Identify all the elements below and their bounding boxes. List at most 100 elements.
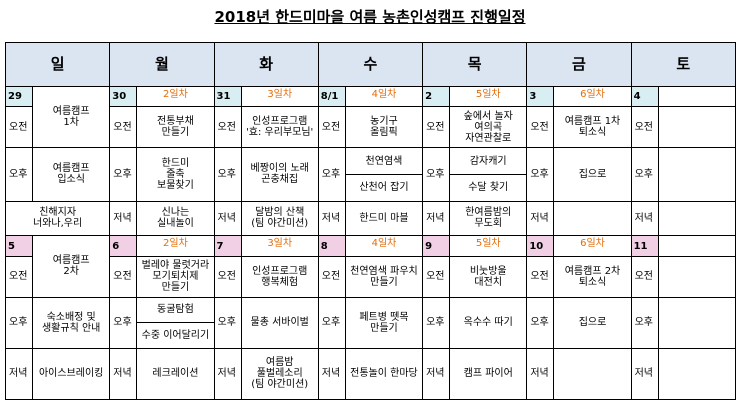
activity-evening: 친해지자 너와나,우리 — [4, 200, 111, 237]
activity-afternoon-1: 감자캐기 — [450, 149, 526, 175]
activity-evening: 캠프 파이어 — [449, 347, 528, 401]
slot-label-evening: 저녁 — [630, 200, 659, 237]
date-number: 8/1 — [317, 85, 346, 108]
activity-morning: 여름캠프 1차 — [32, 85, 111, 149]
date-number: 4 — [630, 85, 659, 108]
activity-morning: 전통부채 만들기 — [136, 106, 215, 149]
activity-evening: 전통놀이 한마당 — [344, 347, 424, 401]
activity-evening: 한여름밤의 무도회 — [449, 200, 528, 237]
slot-label-evening: 저녁 — [4, 347, 34, 401]
activity-afternoon-1: 천연염색 — [346, 149, 422, 175]
activity-afternoon: 숙소배정 및 생활규칙 안내 — [32, 296, 111, 349]
page-title: 2018년 한드미마을 여름 농촌인성캠프 진행일정 — [214, 8, 526, 26]
empty-cell — [553, 200, 632, 237]
schedule-table: 일 월 화 수 목 금 토 29 여름캠프 1차 30 2일차 31 3일차 8… — [4, 42, 737, 401]
week1-afternoon-row: 오후 여름캠프 입소식 오후 한드미 줄축 보물찾기 오후 베짱이의 노래 곤충… — [4, 147, 737, 202]
empty-cell — [657, 106, 737, 149]
activity-evening: 여름밤 풀벌레소리 (팀 야간미션) — [240, 347, 319, 401]
date-number: 7 — [213, 235, 242, 257]
activity-afternoon: 한드미 줄축 보물찾기 — [136, 147, 215, 202]
activity-morning: 숲에서 놀자 여의곡 자연관찰로 — [449, 106, 528, 149]
activity-morning: 여름캠프 2차 퇴소식 — [553, 255, 632, 298]
activity-afternoon-2: 수달 찾기 — [468, 182, 509, 194]
activity-morning: 여름캠프 2차 — [32, 235, 111, 298]
activity-afternoon: 페트병 뗏목 만들기 — [344, 296, 424, 349]
slot-label-evening: 저녁 — [213, 347, 242, 401]
slot-label-evening: 저녁 — [109, 347, 138, 401]
slot-label-morning: 오전 — [526, 106, 555, 149]
slot-label-morning: 오전 — [422, 106, 451, 149]
day-count: 3일차 — [240, 85, 319, 108]
slot-label-morning: 오전 — [526, 255, 555, 298]
empty-cell — [657, 200, 737, 237]
activity-afternoon-2: 산천어 잡기 — [359, 182, 409, 194]
slot-label-evening: 저녁 — [109, 200, 138, 237]
day-count: 6일차 — [553, 85, 632, 108]
date-number: 2 — [422, 85, 451, 108]
empty-cell — [553, 347, 632, 401]
date-number: 5 — [4, 235, 34, 257]
slot-label-evening: 저녁 — [526, 347, 555, 401]
slot-label-evening: 저녁 — [317, 200, 346, 237]
slot-label-morning: 오전 — [109, 255, 138, 298]
date-number: 3 — [526, 85, 555, 108]
slot-label-afternoon: 오후 — [4, 296, 34, 349]
slot-label-afternoon: 오후 — [109, 296, 138, 349]
activity-morning: 비눗방울 대전치 — [449, 255, 528, 298]
slot-label-morning: 오전 — [422, 255, 451, 298]
activity-afternoon-1: 동굴탐험 — [137, 298, 214, 324]
day-count: 2일차 — [136, 235, 215, 257]
slot-label-evening: 저녁 — [213, 200, 242, 237]
slot-label-afternoon: 오후 — [317, 296, 346, 349]
empty-cell — [657, 296, 737, 349]
activity-afternoon-2: 수중 이어달리기 — [141, 330, 210, 342]
week1-evening-row: 친해지자 너와나,우리 저녁 신나는 실내놀이 저녁 달밤의 산책 (팀 야간미… — [4, 200, 737, 237]
weekday-header-row: 일 월 화 수 목 금 토 — [4, 42, 737, 87]
date-number: 30 — [109, 85, 138, 108]
day-count: 6일차 — [553, 235, 632, 257]
slot-label-morning: 오전 — [4, 106, 34, 149]
slot-label-morning: 오전 — [213, 255, 242, 298]
activity-morning: 천연염색 파우치 만들기 — [344, 255, 424, 298]
slot-label-afternoon: 오후 — [317, 147, 346, 202]
slot-label-evening: 저녁 — [630, 347, 659, 401]
slot-label-morning: 오전 — [4, 255, 34, 298]
day-count: 5일차 — [449, 235, 528, 257]
day-count: 3일차 — [240, 235, 319, 257]
weekday-header-fri: 금 — [526, 42, 632, 87]
slot-label-afternoon: 오후 — [422, 296, 451, 349]
date-number: 9 — [422, 235, 451, 257]
activity-evening: 아이스브레이킹 — [32, 347, 111, 401]
activity-morning: 인성프로그램 행복체험 — [240, 255, 319, 298]
week2-date-row: 5 여름캠프 2차 6 2일차 7 3일차 8 4일차 9 5일차 10 6일차… — [4, 235, 737, 298]
activity-afternoon: 집으로 — [553, 147, 632, 202]
activity-morning: 농기구 올림픽 — [344, 106, 424, 149]
slot-label-evening: 저녁 — [422, 200, 451, 237]
slot-label-evening: 저녁 — [317, 347, 346, 401]
slot-label-afternoon: 오후 — [526, 147, 555, 202]
date-number: 10 — [526, 235, 555, 257]
slot-label-afternoon: 오후 — [109, 147, 138, 202]
activity-morning: 여름캠프 1차 퇴소식 — [553, 106, 632, 149]
empty-cell — [657, 255, 737, 298]
slot-label-afternoon: 오후 — [213, 296, 242, 349]
activity-morning: 벌레야 물럿거라 모기퇴치제 만들기 — [136, 255, 215, 298]
slot-label-afternoon: 오후 — [630, 296, 659, 349]
slot-label-morning: 오전 — [630, 255, 659, 298]
activity-afternoon: 베짱이의 노래 곤충채집 — [240, 147, 319, 202]
slot-label-morning: 오전 — [630, 106, 659, 149]
slot-label-morning: 오전 — [109, 106, 138, 149]
empty-cell — [657, 347, 737, 401]
day-count: 4일차 — [344, 85, 424, 108]
empty-cell — [657, 147, 737, 202]
weekday-header-tue: 화 — [213, 42, 319, 87]
activity-afternoon: 옥수수 따기 — [449, 296, 528, 349]
activity-morning: 인성프로그램 '효: 우리부모님' — [240, 106, 319, 149]
day-count: 4일차 — [344, 235, 424, 257]
week2-evening-row: 저녁 아이스브레이킹 저녁 레크레이션 저녁 여름밤 풀벌레소리 (팀 야간미션… — [4, 347, 737, 401]
day-count: 2일차 — [136, 85, 215, 108]
date-number: 8 — [317, 235, 346, 257]
activity-afternoon: 여름캠프 입소식 — [32, 147, 111, 202]
